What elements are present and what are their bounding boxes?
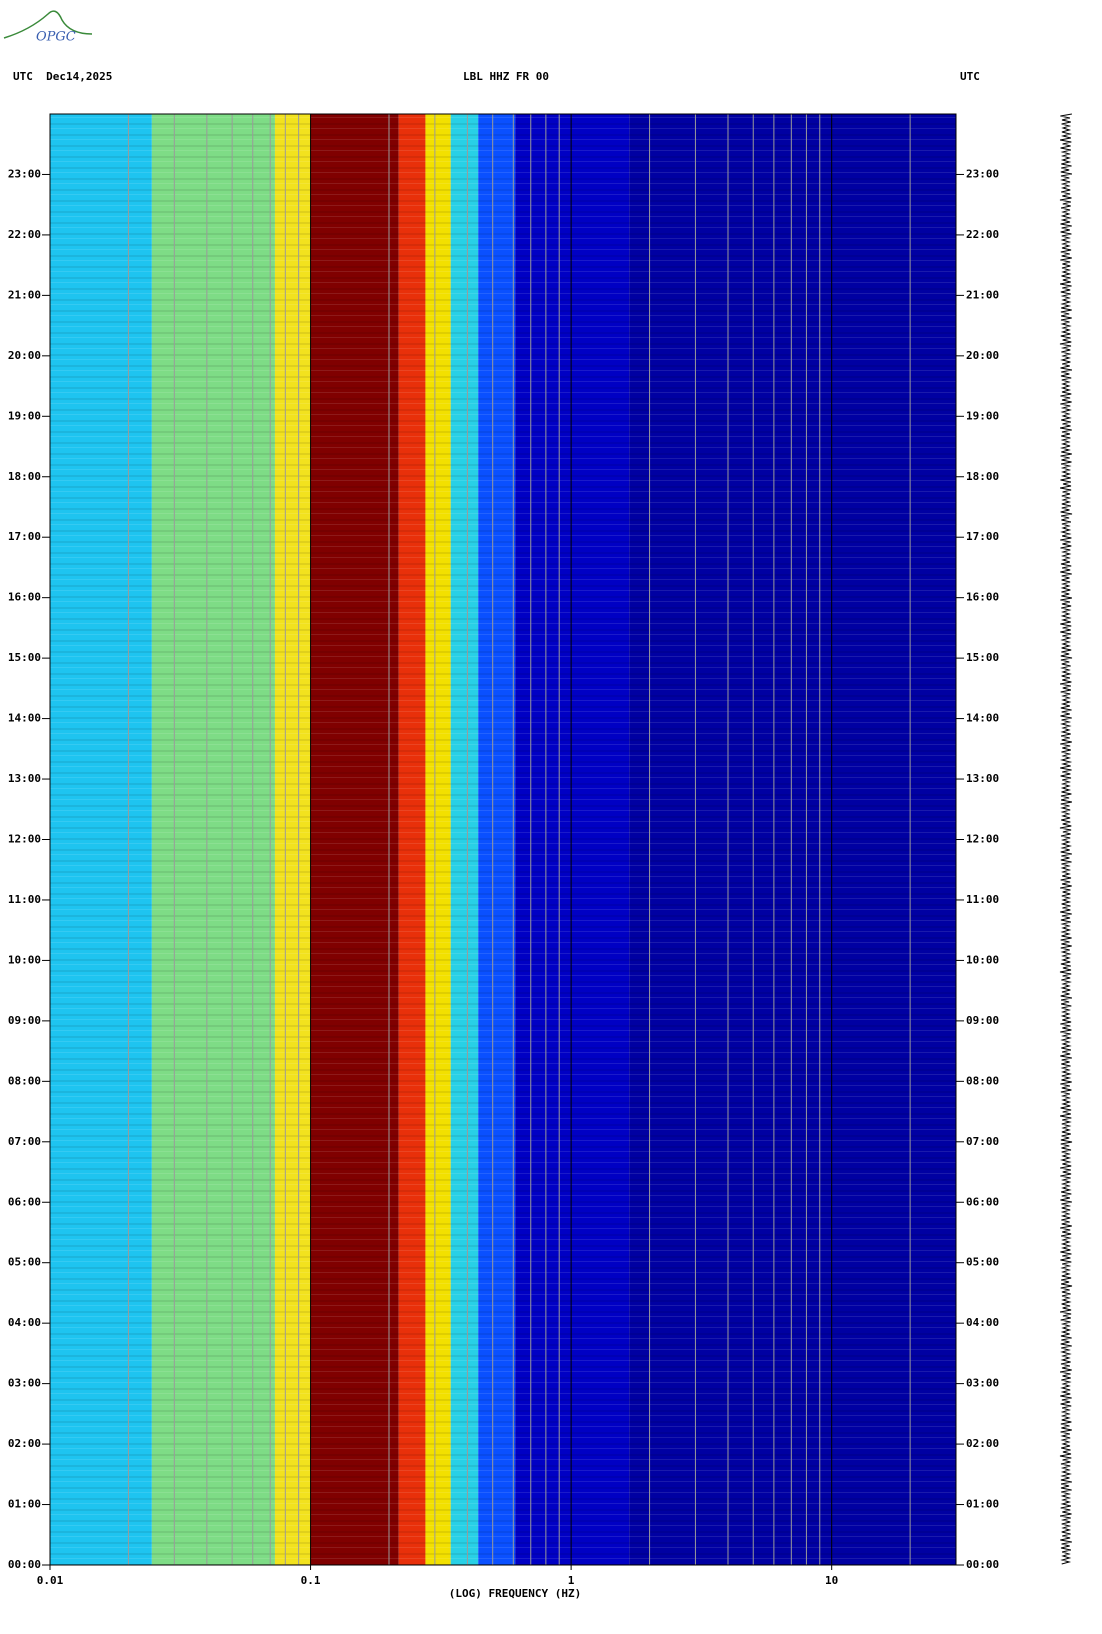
y-tick-label: 06:00 <box>966 1195 999 1208</box>
logo-curve <box>3 10 93 39</box>
plot-frame <box>49 113 957 1566</box>
y-tick-label: 02:00 <box>8 1437 41 1450</box>
y-tick-label: 02:00 <box>966 1437 999 1450</box>
y-tick-label: 08:00 <box>8 1074 41 1087</box>
chart-title: LBL HHZ FR 00 <box>463 70 549 83</box>
header-right: UTC <box>960 70 980 83</box>
y-tick-label: 00:00 <box>966 1558 999 1571</box>
y-tick-label: 13:00 <box>966 772 999 785</box>
seismogram-trace <box>1059 113 1073 1565</box>
y-tick-label: 13:00 <box>8 772 41 785</box>
texture <box>50 114 956 1565</box>
x-axis-label: (LOG) FREQUENCY (HZ) <box>449 1587 581 1600</box>
logo: OPGC <box>36 30 76 45</box>
y-tick-label: 11:00 <box>966 893 999 906</box>
y-tick-label: 04:00 <box>8 1316 41 1329</box>
y-tick-label: 22:00 <box>8 228 41 241</box>
y-tick-label: 17:00 <box>966 530 999 543</box>
y-tick-label: 21:00 <box>966 288 999 301</box>
x-tick-label: 10 <box>825 1574 838 1587</box>
y-tick-label: 21:00 <box>8 288 41 301</box>
y-tick-label: 09:00 <box>8 1014 41 1027</box>
y-tick-label: 03:00 <box>966 1377 999 1390</box>
x-tick-label: 0.1 <box>301 1574 321 1587</box>
y-tick-label: 07:00 <box>966 1135 999 1148</box>
y-tick-label: 01:00 <box>966 1498 999 1511</box>
y-tick-label: 23:00 <box>8 167 41 180</box>
y-tick-label: 15:00 <box>966 651 999 664</box>
y-tick-label: 10:00 <box>966 953 999 966</box>
y-tick-label: 14:00 <box>8 712 41 725</box>
y-tick-label: 18:00 <box>8 470 41 483</box>
y-tick-label: 10:00 <box>8 953 41 966</box>
y-tick-label: 04:00 <box>966 1316 999 1329</box>
y-tick-label: 11:00 <box>8 893 41 906</box>
y-tick-label: 17:00 <box>8 530 41 543</box>
y-tick-label: 12:00 <box>8 833 41 846</box>
y-tick-label: 00:00 <box>8 1558 41 1571</box>
y-tick-label: 14:00 <box>966 712 999 725</box>
y-tick-label: 12:00 <box>966 833 999 846</box>
header-left: UTC Dec14,2025 <box>13 70 112 83</box>
y-tick-label: 05:00 <box>8 1256 41 1269</box>
x-tick-label: 0.01 <box>37 1574 64 1587</box>
y-tick-label: 07:00 <box>8 1135 41 1148</box>
y-tick-label: 06:00 <box>8 1195 41 1208</box>
y-tick-label: 19:00 <box>8 409 41 422</box>
y-tick-label: 16:00 <box>966 591 999 604</box>
y-tick-label: 01:00 <box>8 1498 41 1511</box>
y-tick-label: 09:00 <box>966 1014 999 1027</box>
y-tick-label: 15:00 <box>8 651 41 664</box>
y-tick-label: 19:00 <box>966 409 999 422</box>
y-tick-label: 18:00 <box>966 470 999 483</box>
y-tick-label: 08:00 <box>966 1074 999 1087</box>
y-tick-label: 23:00 <box>966 167 999 180</box>
x-tick-label: 1 <box>568 1574 575 1587</box>
y-tick-label: 20:00 <box>966 349 999 362</box>
y-tick-label: 03:00 <box>8 1377 41 1390</box>
y-tick-label: 22:00 <box>966 228 999 241</box>
y-tick-label: 16:00 <box>8 591 41 604</box>
y-tick-label: 05:00 <box>966 1256 999 1269</box>
y-tick-label: 20:00 <box>8 349 41 362</box>
